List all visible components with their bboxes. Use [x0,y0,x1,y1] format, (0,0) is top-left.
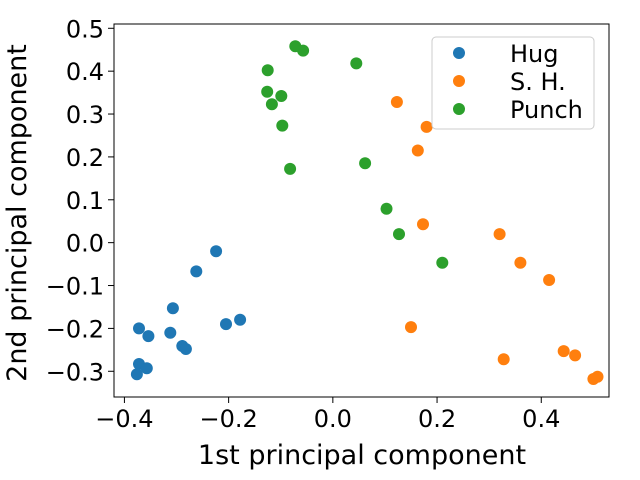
point-s-h-12 [587,373,600,385]
point-hug-3 [164,326,177,339]
y-tick-label: 0.2 [66,144,104,172]
y-tick-label: 0.1 [66,187,104,215]
point-s-h-9 [557,345,570,358]
plot-frame [113,23,610,398]
legend-label: Punch [510,96,583,124]
point-punch-9 [359,157,372,170]
point-s-h-10 [569,349,582,362]
y-tick-label: −0.2 [46,315,104,343]
point-s-h-5 [514,256,527,269]
point-punch-8 [284,162,297,175]
point-hug-1 [190,265,203,278]
point-s-h-4 [493,228,506,241]
legend-marker [453,75,465,87]
point-s-h-2 [411,144,424,157]
x-axis-title: 1st principal component [198,440,526,471]
point-hug-12 [130,368,143,381]
point-hug-6 [220,318,232,331]
point-hug-9 [179,343,192,355]
x-tick-label: 0.0 [314,405,352,433]
point-hug-0 [210,245,223,258]
point-hug-5 [142,330,155,343]
legend-marker [453,103,465,115]
point-punch-3 [261,64,274,77]
legend-label: S. H. [510,68,566,96]
point-s-h-1 [420,120,433,133]
point-punch-10 [380,202,393,215]
legend-box [431,36,595,130]
y-tick-label: 0.4 [66,58,104,86]
point-punch-2 [350,57,363,70]
point-s-h-0 [390,96,403,108]
y-tick-label: −0.1 [46,273,104,301]
point-hug-11 [140,362,153,375]
legend-marker [453,47,465,59]
axes: −0.4 −0.2 0.0 0.2 0.4 −0.3 −0.2 −0.1 0.0 0.1 0.2 0.… [46,15,610,433]
point-hug-2 [166,302,179,315]
point-s-h-6 [543,274,556,286]
y-tick-label: 0.5 [66,15,104,43]
point-punch-4 [261,85,274,98]
point-s-h-7 [405,321,417,334]
point-s-h-3 [417,218,429,231]
point-punch-12 [436,256,449,269]
point-punch-7 [276,119,289,132]
legend-label: Hug [510,40,559,68]
y-tick-label: 0.0 [66,230,104,258]
x-tick-label: 0.2 [418,405,456,433]
point-hug-4 [133,322,145,335]
x-tick-label: −0.2 [199,405,257,433]
x-tick-label: 0.4 [522,405,560,433]
point-punch-11 [393,228,405,241]
y-axis-title: 2nd principal component [2,44,33,382]
plot-area [130,40,604,385]
point-punch-1 [297,44,310,57]
x-tick-label: −0.4 [95,405,153,433]
point-punch-5 [275,90,288,102]
y-tick-label: −0.3 [46,358,104,386]
point-hug-7 [234,313,247,326]
point-punch-6 [265,98,278,111]
point-s-h-8 [497,353,510,366]
y-tick-label: 0.3 [66,101,104,129]
